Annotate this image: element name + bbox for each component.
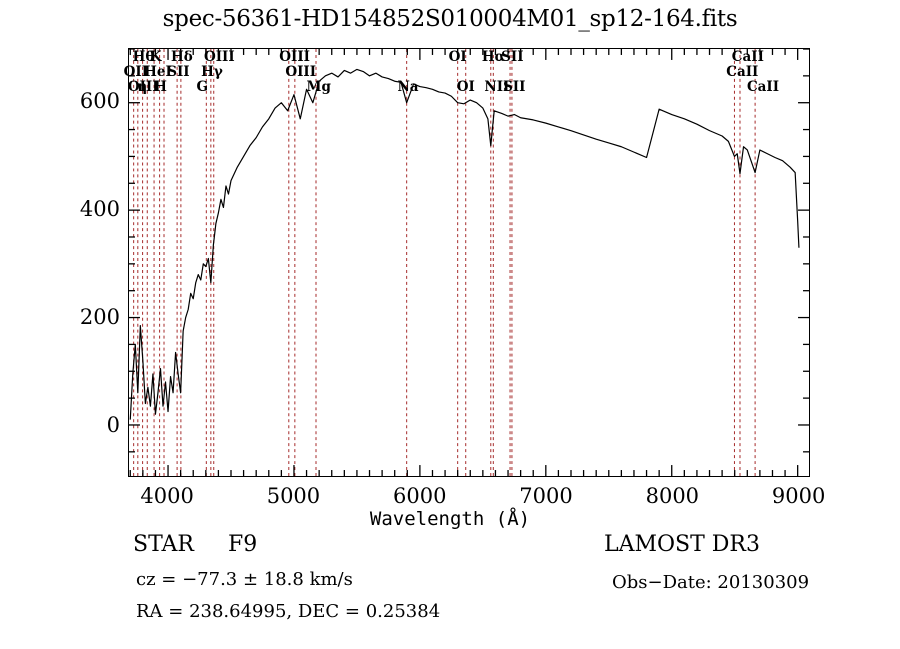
spectral-line-label: NII <box>484 79 510 95</box>
spectral-line-label: SII <box>167 64 190 80</box>
x-axis-tick-label: 9000 <box>771 484 826 508</box>
spectral-line-label: K <box>149 49 162 65</box>
spectral-line-label: Mg <box>306 79 331 95</box>
survey-label: LAMOST DR3 <box>604 532 760 557</box>
spectral-line-label: CaII <box>746 79 780 95</box>
x-axis-tick-label: 8000 <box>645 484 700 508</box>
y-axis-tick-label: 600 <box>79 88 120 113</box>
spectral-line-label: OIII <box>285 64 317 80</box>
coordinates-label: RA = 238.64995, DEC = 0.25384 <box>136 601 441 622</box>
x-axis-tick-label: 6000 <box>393 484 447 508</box>
object-class-label: STAR <box>133 532 194 557</box>
spectral-line-label: Hα <box>481 49 505 65</box>
line-marker-group <box>133 49 756 476</box>
observation-date-label: Obs−Date: 20130309 <box>612 572 810 593</box>
spectral-line-label: Na <box>397 79 419 95</box>
spectrum-canvas <box>129 48 809 476</box>
spectral-line-label: Hγ <box>201 64 223 80</box>
y-axis-tick-label: 400 <box>79 196 120 221</box>
spectral-line-label: H <box>154 79 167 95</box>
spectral-line-label: OI <box>456 79 475 95</box>
spectral-line-label: Hδ <box>171 49 193 65</box>
object-subclass-label: F9 <box>228 532 258 557</box>
x-axis-tick-label: 7000 <box>519 484 573 508</box>
spectral-line-label: HeI <box>144 64 172 80</box>
spectral-line-label: η <box>137 79 148 95</box>
spectral-line-label: SII <box>501 49 524 65</box>
x-axis-title: Wavelength (Å) <box>369 508 531 530</box>
spectrum-trace <box>129 68 800 420</box>
spectral-line-label: CaII <box>726 64 759 80</box>
spectral-line-label: OII <box>123 64 149 80</box>
spectral-line-label: G <box>196 79 209 95</box>
x-axis-tick-label: 5000 <box>266 484 321 508</box>
y-axis-tick-labels: 0200400600Flux (relative) <box>60 48 120 477</box>
spectral-line-label: CaII <box>731 49 764 65</box>
y-axis-tick-label: 0 <box>106 412 120 437</box>
axis-ticks <box>129 48 809 476</box>
y-axis-tick-label: 200 <box>79 304 120 329</box>
spectral-line-label: OIII <box>127 79 159 95</box>
spectral-line-label: Hθ <box>132 49 155 65</box>
spectral-line-label: OIII <box>279 49 310 65</box>
plot-frame <box>128 48 810 477</box>
x-axis-tick-label: 4000 <box>140 484 194 508</box>
figure-title: spec-56361-HD154852S010004M01_sp12-164.f… <box>162 6 738 32</box>
redshift-velocity-label: cz = −77.3 ± 18.8 km/s <box>136 569 353 590</box>
spectral-line-label: SII <box>503 79 526 95</box>
spectral-line-label: OI <box>448 49 467 65</box>
spectral-line-label: OIII <box>203 49 235 65</box>
